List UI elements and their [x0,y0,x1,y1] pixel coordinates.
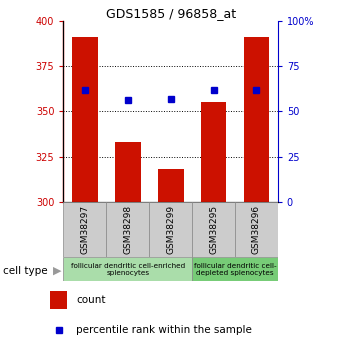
Text: GSM38296: GSM38296 [252,205,261,254]
Text: count: count [76,295,106,305]
Text: follicular dendritic cell-
depleted splenocytes: follicular dendritic cell- depleted sple… [194,263,276,276]
Bar [201,102,226,202]
Text: GSM38295: GSM38295 [209,205,218,254]
Bar [115,142,141,202]
Bar [192,202,235,257]
Text: percentile rank within the sample: percentile rank within the sample [76,325,252,335]
Bar [158,169,184,202]
Bar [244,37,269,202]
Bar [235,202,278,257]
Bar [192,257,278,281]
Text: cell type: cell type [3,266,48,276]
Text: GSM38298: GSM38298 [123,205,132,254]
Bar [106,202,149,257]
Text: ▶: ▶ [53,266,62,276]
Bar [50,290,67,309]
Bar [63,257,192,281]
Text: follicular dendritic cell-enriched
splenocytes: follicular dendritic cell-enriched splen… [71,263,185,276]
Bar [72,37,98,202]
Text: GSM38299: GSM38299 [166,205,175,254]
Text: GSM38297: GSM38297 [80,205,90,254]
Title: GDS1585 / 96858_at: GDS1585 / 96858_at [106,7,236,20]
Bar [149,202,192,257]
Bar [63,202,106,257]
